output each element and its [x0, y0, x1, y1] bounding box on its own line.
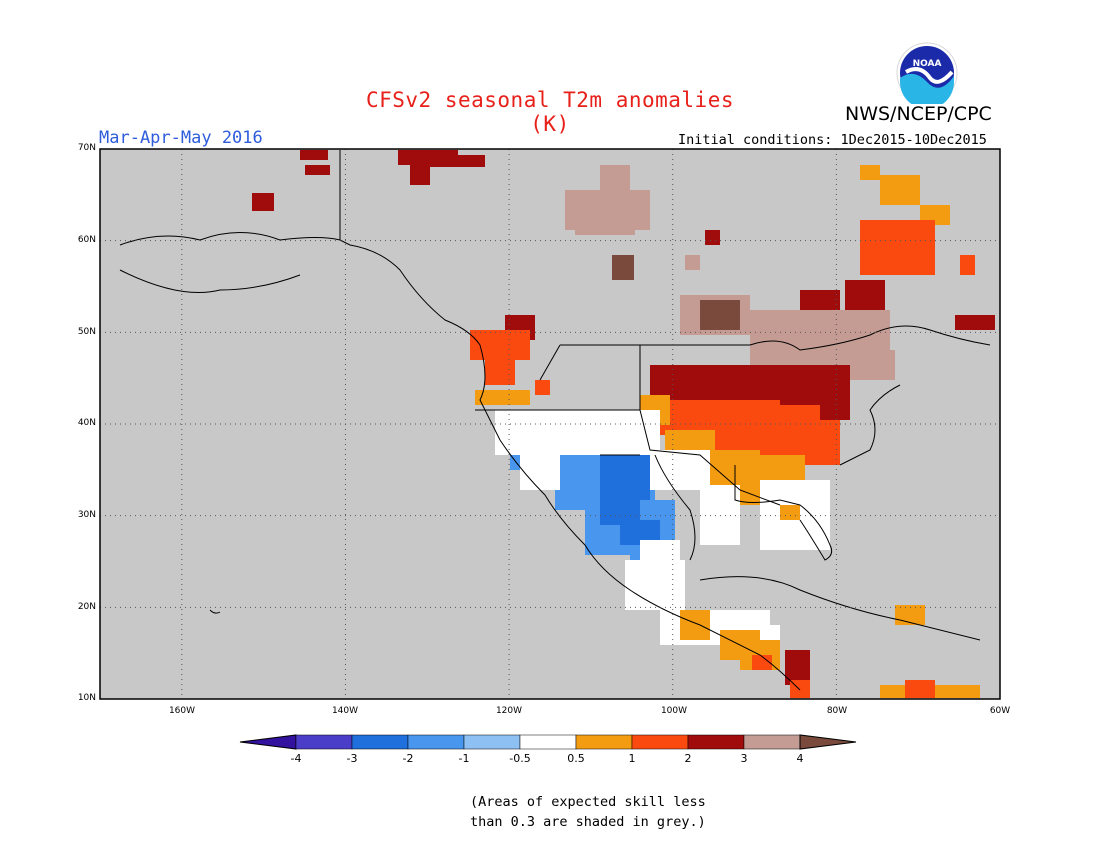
- anomaly-cell: [485, 350, 515, 385]
- coastline-segment: [119, 269, 301, 293]
- coastline-segment: [699, 576, 981, 641]
- anomaly-cell: [860, 165, 880, 180]
- lat-label-50n: 50N: [77, 327, 96, 337]
- anomaly-cell: [905, 680, 935, 698]
- coastline-segment: [475, 409, 781, 506]
- anomaly-cell: [430, 155, 485, 167]
- scale-arrow-high: [799, 734, 857, 750]
- map-frame: [99, 148, 1001, 700]
- lat-label-30n: 30N: [77, 510, 96, 520]
- scale-label-1: 1: [628, 752, 636, 765]
- anomaly-cell: [705, 230, 720, 245]
- scale-label-minus-2: -2: [402, 752, 414, 765]
- scale-segment: [687, 734, 745, 750]
- anomaly-cell: [650, 450, 710, 490]
- initial-conditions-label: Initial conditions: 1Dec2015-10Dec2015: [678, 132, 987, 148]
- skill-note: (Areas of expected skill less than 0.3 a…: [470, 792, 730, 832]
- lat-label-40n: 40N: [77, 418, 96, 428]
- organization-label: NWS/NCEP/CPC: [845, 103, 992, 125]
- coastline-segment: [209, 609, 221, 614]
- anomaly-cell: [520, 450, 560, 490]
- anomaly-cell: [625, 560, 685, 610]
- coastline-segment: [839, 384, 901, 466]
- noaa-logo: NOAA: [896, 42, 958, 104]
- skill-note-line-2: than 0.3 are shaded in grey.): [470, 814, 706, 830]
- anomaly-cell: [860, 220, 935, 275]
- anomaly-cell: [300, 150, 328, 160]
- scale-label-0-5: 0.5: [567, 752, 585, 765]
- lon-label-140w: 140W: [331, 706, 359, 716]
- anomaly-cell: [820, 395, 850, 420]
- lon-label-120w: 120W: [495, 706, 523, 716]
- lon-label-80w: 80W: [826, 706, 848, 716]
- coastline-segment: [654, 454, 696, 561]
- map-title: CFSv2 seasonal T2m anomalies (K): [365, 88, 734, 136]
- anomaly-cell: [510, 455, 520, 470]
- scale-segment: [631, 734, 689, 750]
- anomaly-cell: [600, 165, 630, 190]
- lat-label-60n: 60N: [77, 235, 96, 245]
- scale-segment: [407, 734, 465, 750]
- scale-segment: [351, 734, 409, 750]
- anomaly-cell: [752, 655, 772, 670]
- coastline-segment: [560, 325, 991, 351]
- scale-label-minus-3: -3: [346, 752, 358, 765]
- lat-label-20n: 20N: [77, 602, 96, 612]
- anomaly-cell: [810, 520, 830, 550]
- coastline-segment: [119, 232, 801, 691]
- anomaly-cell: [960, 255, 975, 275]
- anomaly-cell: [780, 505, 800, 520]
- scale-segment: [743, 734, 801, 750]
- scale-label-2: 2: [684, 752, 692, 765]
- anomaly-cell: [410, 160, 430, 185]
- logo-text: NOAA: [913, 59, 942, 69]
- anomaly-cell: [895, 605, 925, 625]
- coastlines: [119, 150, 991, 691]
- scale-segment: [295, 734, 353, 750]
- anomaly-cell: [740, 490, 760, 505]
- scale-segment: [463, 734, 521, 750]
- grid-lines: [100, 149, 1000, 699]
- scale-label-minus-1: -1: [458, 752, 470, 765]
- anomaly-cell: [495, 410, 565, 455]
- anomaly-cell: [612, 255, 634, 280]
- scale-segment: [519, 734, 577, 750]
- anomaly-cell: [475, 390, 530, 405]
- coastline-segment: [539, 344, 561, 381]
- scale-arrow-low: [239, 734, 297, 750]
- skill-note-line-1: (Areas of expected skill less: [470, 794, 706, 810]
- anomaly-cell: [600, 450, 650, 500]
- anomaly-cell: [685, 255, 700, 270]
- anomaly-cell: [700, 300, 740, 330]
- anomaly-cell: [760, 625, 780, 640]
- anomaly-cell: [560, 410, 660, 455]
- season-label: Mar-Apr-May 2016: [99, 128, 263, 148]
- scale-label-minus-0-5: -0.5: [509, 752, 531, 765]
- anomaly-cells: [252, 150, 995, 698]
- lat-label-10n: 10N: [77, 693, 96, 703]
- anomaly-cell: [575, 220, 635, 235]
- scale-segment: [575, 734, 633, 750]
- lon-label-160w: 160W: [168, 706, 196, 716]
- lon-label-60w: 60W: [989, 706, 1011, 716]
- anomaly-cell: [680, 610, 710, 640]
- anomaly-cell: [955, 315, 995, 330]
- anomaly-cell: [535, 380, 550, 395]
- anomaly-cell: [700, 485, 740, 545]
- coastline-segment: [734, 465, 833, 561]
- scale-label-4: 4: [796, 752, 804, 765]
- anomaly-cell: [252, 193, 274, 211]
- anomaly-cell: [305, 165, 330, 175]
- anomaly-cell: [880, 175, 920, 205]
- lat-label-70n: 70N: [77, 143, 96, 153]
- scale-label-3: 3: [740, 752, 748, 765]
- scale-label-minus-4: -4: [290, 752, 302, 765]
- lon-label-100w: 100W: [660, 706, 688, 716]
